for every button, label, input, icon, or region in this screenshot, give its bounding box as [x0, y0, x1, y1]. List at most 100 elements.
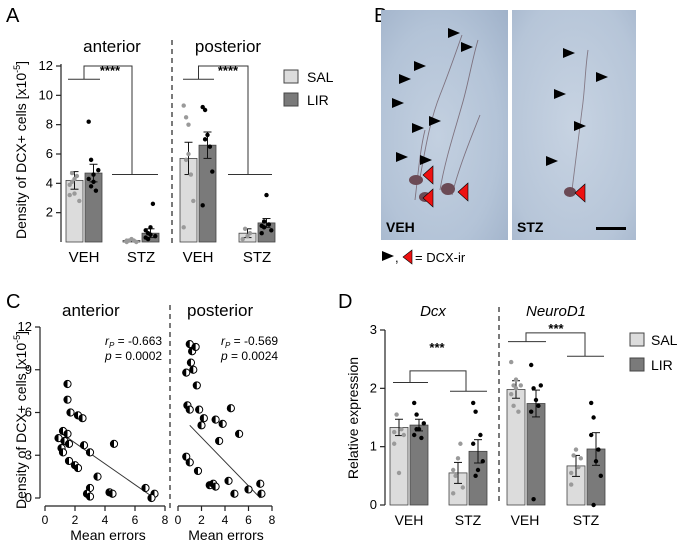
- panel-d-data-point: [414, 412, 419, 417]
- panel-c-anterior-data-point: [147, 493, 156, 503]
- panel-a-data-point: [93, 188, 99, 193]
- black-arrowhead-icon: [554, 89, 566, 99]
- panel-c-posterior-r: rP = -0.569: [221, 334, 278, 350]
- panel-a-data-point: [202, 137, 208, 142]
- panel-d-data-point: [421, 421, 426, 426]
- panel-d-data-point: [473, 473, 478, 479]
- key-red-arrowhead-icon: [402, 249, 413, 265]
- panel-d-data-point: [589, 432, 594, 438]
- panel-c-posterior-data-point: [182, 452, 191, 461]
- panel-a-data-point: [266, 222, 272, 227]
- panel-d-bar-sal: [506, 389, 526, 506]
- panel-a-data-point: [181, 225, 186, 230]
- panel-a-group-title-anterior: anterior: [83, 37, 141, 56]
- key-separator: ,: [395, 250, 399, 265]
- panel-c-posterior-data-point: [193, 466, 203, 476]
- black-arrowhead-icon: [392, 98, 404, 108]
- panel-d-group-title-neurod1: NeuroD1: [526, 303, 586, 320]
- panel-a-data-point: [72, 176, 77, 182]
- scale-bar: [596, 227, 626, 230]
- panel-d-data-point: [412, 400, 417, 406]
- panel-c-anterior-data-point: [54, 434, 63, 443]
- panel-a-data-point: [150, 201, 156, 207]
- panel-label-a: A: [6, 5, 20, 27]
- micrograph-veh-label: VEH: [386, 219, 415, 235]
- panel-d-data-point: [529, 409, 534, 414]
- black-arrowhead-icon: [546, 156, 558, 166]
- panel-d-bar-lir: [526, 403, 546, 506]
- panel-c-anterior-p: p = 0.0002: [104, 349, 162, 363]
- panel-d-xtick-label: VEH: [395, 512, 424, 528]
- panel-a-data-point: [148, 232, 153, 237]
- panel-d-data-point: [394, 412, 399, 417]
- panel-a-data-point: [74, 173, 80, 179]
- panel-d-data-point: [513, 386, 519, 391]
- data-point-half-fill: [197, 421, 202, 429]
- panel-d-xtick-label: VEH: [511, 512, 540, 528]
- panel-c-posterior-x-tick-label: 8: [269, 513, 276, 527]
- panel-a-data-point: [67, 192, 72, 198]
- panel-d-data-point: [531, 386, 536, 391]
- panel-d-data-point: [591, 502, 596, 508]
- panel-a-data-point: [96, 167, 101, 173]
- legend-swatch-sal: [629, 332, 645, 347]
- panel-d-data-point: [589, 400, 594, 406]
- black-arrowhead-icon: [412, 123, 424, 133]
- panel-d-data-point: [576, 464, 581, 470]
- panel-d-data-point: [529, 362, 534, 368]
- panel-d-data-point: [591, 415, 596, 420]
- panel-d-data-point: [569, 470, 574, 476]
- panel-d-y-tick-label: 2: [370, 380, 377, 395]
- panel-d-data-point: [598, 473, 603, 479]
- panel-c-anterior-data-point: [64, 456, 74, 466]
- legend-label-sal: SAL: [651, 332, 678, 348]
- red-arrowhead-icon: [422, 165, 434, 185]
- panel-c-posterior-data-point: [192, 381, 201, 390]
- panel-d-data-point: [536, 403, 541, 409]
- panel-c-posterior-data-point: [257, 489, 266, 498]
- data-point-half-fill: [244, 485, 249, 494]
- data-point-half-fill: [257, 490, 262, 498]
- panel-a-y-tick-label: 4: [46, 175, 53, 190]
- micrograph-veh: [381, 10, 508, 240]
- data-point-half-fill: [182, 369, 187, 377]
- panel-d-data-point: [451, 491, 456, 496]
- panel-d-data-point: [419, 435, 424, 441]
- data-point-half-fill: [110, 440, 114, 448]
- panel-d-data-point: [455, 456, 461, 461]
- data-point-half-fill: [224, 477, 229, 485]
- panel-d-significance-dcx: ***: [429, 340, 445, 355]
- data-point-half-fill: [235, 430, 240, 438]
- data-point-half-fill: [59, 448, 63, 456]
- stz-cell-body: [564, 187, 576, 197]
- panel-a-bar-chart: Density of DCX+ cells [x10-5] 2 4 6 8 10 12 a…: [12, 37, 334, 266]
- panel-a-y-tick-label: 12: [39, 58, 53, 73]
- data-point-half-fill: [211, 483, 216, 491]
- panel-c-posterior-data-point: [226, 404, 235, 413]
- data-point-half-fill: [186, 406, 190, 414]
- panel-c-anterior-data-point: [78, 414, 87, 423]
- panel-c-posterior-data-point: [244, 485, 253, 494]
- panel-c-y-tick-label: 6: [25, 405, 32, 420]
- panel-a-data-point: [91, 179, 96, 185]
- panel-d-data-point: [509, 359, 514, 365]
- legend-label-lir: LIR: [307, 92, 329, 108]
- data-point-half-fill: [93, 473, 98, 481]
- data-point-half-fill: [63, 396, 68, 404]
- panel-d-data-point: [516, 409, 521, 414]
- panel-c-anterior-data-point: [58, 448, 68, 457]
- key-black-arrowhead-icon: [382, 251, 394, 261]
- panel-d-data-point: [511, 383, 516, 388]
- panel-d-data-point: [571, 453, 576, 458]
- panel-d-data-point: [533, 397, 539, 403]
- panel-c-posterior-x-tick-label: 6: [245, 513, 252, 527]
- panel-a-data-point: [181, 103, 186, 108]
- panel-d-data-point: [396, 470, 402, 476]
- panel-a-data-point: [200, 104, 205, 110]
- panel-a-data-point: [124, 238, 129, 243]
- data-point-half-fill: [63, 430, 68, 438]
- panel-c-posterior-p: p = 0.0024: [220, 349, 278, 363]
- panel-c-anterior-x-tick-label: 2: [72, 513, 79, 527]
- data-point-half-fill: [186, 458, 190, 466]
- data-point-half-fill: [200, 414, 204, 422]
